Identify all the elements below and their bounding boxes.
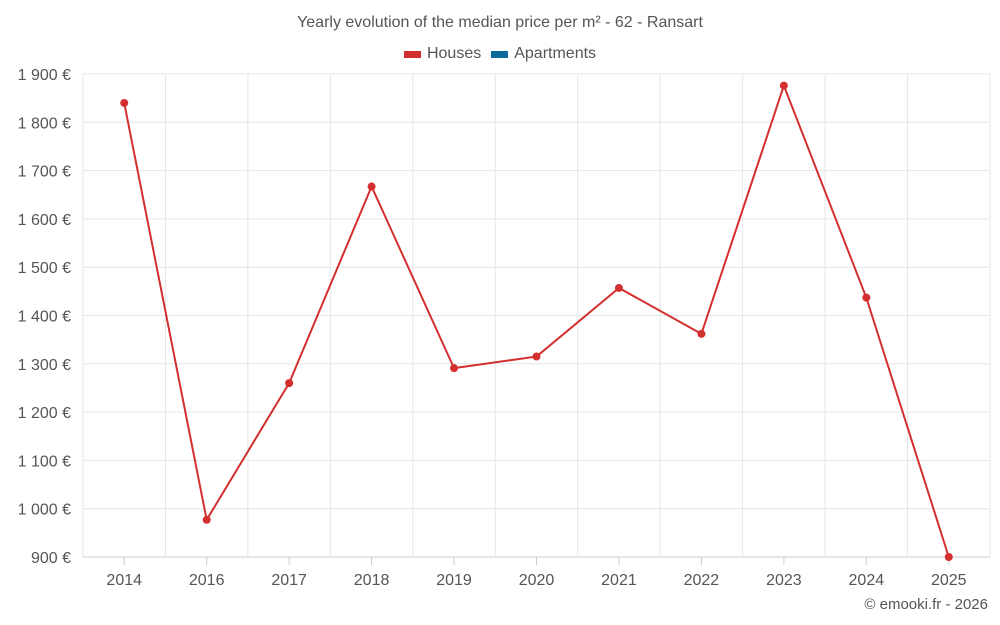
y-tick-label: 1 100 €	[18, 453, 71, 470]
data-point-houses-2017	[285, 379, 294, 388]
x-tick-label: 2017	[271, 572, 307, 589]
data-point-houses-2023	[779, 81, 788, 90]
y-tick-label: 1 500 €	[18, 260, 71, 277]
y-tick-label: 1 800 €	[18, 115, 71, 132]
legend-label-apartments: Apartments	[514, 45, 597, 62]
x-tick-label: 2024	[849, 572, 885, 589]
data-point-houses-2019	[450, 364, 459, 373]
legend-item-houses[interactable]: Houses	[403, 45, 482, 63]
x-tick-label: 2019	[436, 572, 472, 589]
x-tick-label: 2022	[684, 572, 720, 589]
x-tick-label: 2020	[519, 572, 555, 589]
x-tick-label: 2023	[766, 572, 802, 589]
data-point-houses-2024	[862, 293, 871, 302]
data-point-houses-2022	[697, 329, 706, 338]
legend-label-houses: Houses	[426, 45, 482, 62]
y-tick-label: 1 600 €	[18, 212, 71, 229]
y-tick-label: 1 000 €	[18, 502, 71, 519]
y-tick-label: 1 700 €	[18, 164, 71, 181]
copyright-credit: © emooki.fr - 2026	[864, 596, 988, 613]
data-point-houses-2020	[532, 352, 541, 361]
legend-swatch-apartments	[491, 50, 509, 58]
data-point-houses-2016	[202, 515, 211, 524]
x-tick-label: 2014	[106, 572, 142, 589]
data-point-houses-2021	[614, 283, 623, 292]
legend-swatch-houses	[403, 50, 421, 58]
x-tick-label: 2018	[354, 572, 390, 589]
y-tick-label: 900 €	[31, 550, 71, 567]
y-tick-label: 1 900 €	[18, 67, 71, 84]
data-point-houses-2014	[120, 98, 129, 107]
chart-title: Yearly evolution of the median price per…	[297, 14, 703, 31]
y-tick-label: 1 200 €	[18, 405, 71, 422]
legend: Houses Apartments	[0, 45, 1000, 63]
data-point-houses-2025	[944, 553, 953, 561]
y-tick-label: 1 400 €	[18, 309, 71, 326]
legend-item-apartments[interactable]: Apartments	[491, 45, 596, 63]
x-tick-label: 2016	[189, 572, 225, 589]
x-tick-label: 2021	[601, 572, 637, 589]
data-point-houses-2018	[367, 182, 376, 191]
x-tick-label: 2025	[931, 572, 967, 589]
y-tick-label: 1 300 €	[18, 357, 71, 374]
